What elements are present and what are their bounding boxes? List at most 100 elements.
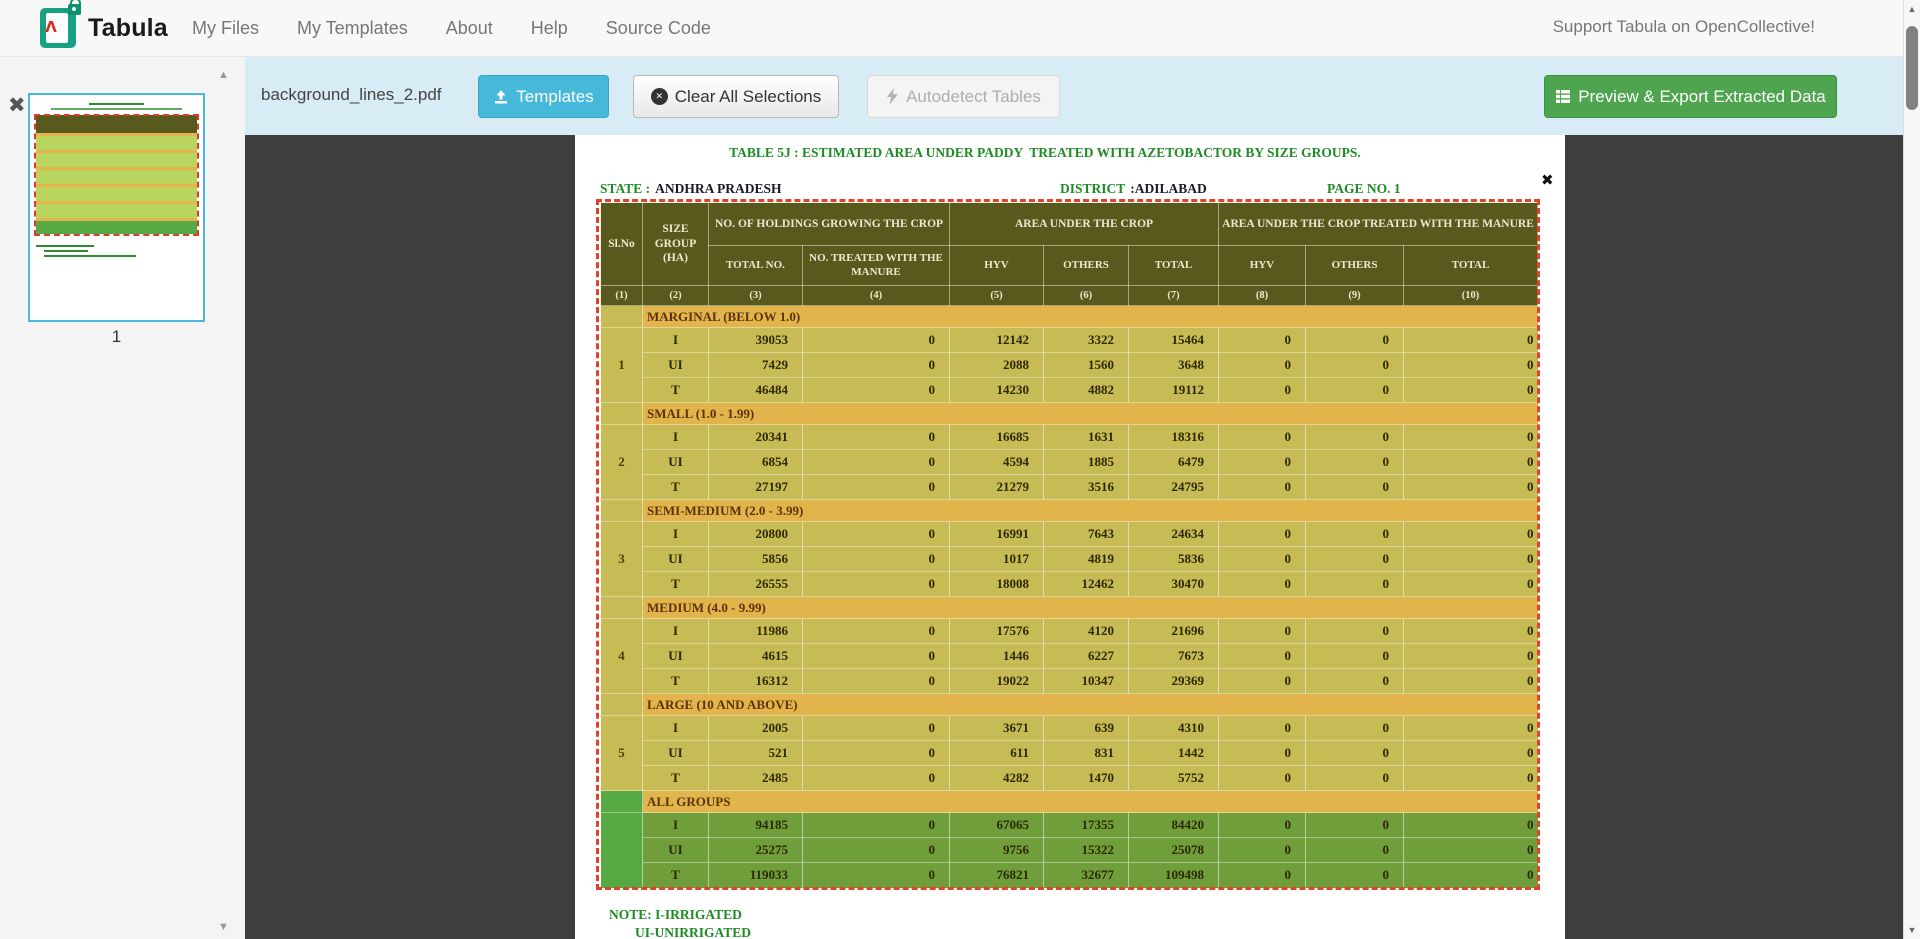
thumbnail-sidebar: ▲ ✖ 1 ▼ xyxy=(0,57,245,939)
support-link[interactable]: Support Tabula on OpenCollective! xyxy=(1552,17,1815,36)
section-slno: 2 xyxy=(600,424,643,500)
clear-all-selections-button[interactable]: ✕ Clear All Selections xyxy=(633,75,839,118)
remove-selection-icon[interactable]: ✖ xyxy=(1541,171,1554,189)
table-cell: 0 xyxy=(801,618,950,644)
row-category: UI xyxy=(642,740,709,766)
table-cell: 0 xyxy=(801,837,950,863)
sub-header-6: OTHERS xyxy=(1305,245,1405,286)
page-thumbnail[interactable] xyxy=(28,93,205,322)
remove-page-icon[interactable]: ✖ xyxy=(8,94,26,117)
row-category: T xyxy=(642,377,709,403)
group-header-2: AREA UNDER THE CROP TREATED WITH THE MAN… xyxy=(1218,202,1539,246)
table-cell: 3516 xyxy=(1043,474,1129,500)
table-row: 4 I 11986 0 17576 4120 21696 0 0 0 xyxy=(600,618,1538,694)
tabula-logo-icon: Λ xyxy=(40,0,81,48)
table-row: 3 I 20800 0 16991 7643 24634 0 0 0 xyxy=(600,521,1538,597)
page-number-label: 1 xyxy=(111,327,122,346)
section-slno: 3 xyxy=(600,521,643,597)
row-category: T xyxy=(642,474,709,500)
table-cell: 0 xyxy=(1218,668,1306,694)
table-cell: 0 xyxy=(1305,571,1404,597)
templates-button[interactable]: Templates xyxy=(478,75,609,118)
table-cell: 1442 xyxy=(1128,740,1219,766)
thumb-subtitle-line xyxy=(50,108,183,110)
pdf-mark-icon: Λ xyxy=(45,18,57,36)
table-cell: 0 xyxy=(801,668,950,694)
table-row: 2 I 20341 0 16685 1631 18316 0 0 0 xyxy=(600,424,1538,500)
sidebar-scroll-up-icon[interactable]: ▲ xyxy=(218,69,229,81)
table-cell: 0 xyxy=(801,546,950,572)
preview-export-button[interactable]: Preview & Export Extracted Data xyxy=(1544,75,1837,118)
table-cell: 0 xyxy=(1403,837,1538,863)
table-cell: 0 xyxy=(1218,765,1306,791)
row-category: I xyxy=(642,812,709,838)
nav-item-source-code[interactable]: Source Code xyxy=(605,18,711,38)
page-no-label: PAGE NO. 1 xyxy=(1327,181,1401,196)
table-cell: 0 xyxy=(801,765,950,791)
section-slno-spacer xyxy=(600,402,643,425)
table-cell: 1446 xyxy=(949,643,1044,669)
section-label: ALL GROUPS xyxy=(641,790,1538,813)
sidebar-scroll-down-icon[interactable]: ▼ xyxy=(218,921,229,933)
table-cell: 0 xyxy=(1218,352,1306,378)
scrollbar-thumb[interactable] xyxy=(1906,26,1918,110)
state-label: STATE : xyxy=(600,181,651,196)
table-cell: 0 xyxy=(1218,377,1306,403)
table-cell: 0 xyxy=(801,715,950,741)
table-cell: 1470 xyxy=(1043,765,1129,791)
nav-item-help[interactable]: Help xyxy=(530,18,568,38)
table-cell: 0 xyxy=(801,424,950,450)
table-cell: 0 xyxy=(1218,643,1306,669)
table-row: T 27197 0 21279 3516 24795 0 0 0 xyxy=(601,474,1538,500)
table-cell: 0 xyxy=(1218,837,1306,863)
table-cell: 0 xyxy=(1305,668,1404,694)
nav-item-my-files[interactable]: My Files xyxy=(192,18,259,38)
table-cell: 0 xyxy=(1403,812,1538,838)
nav-item-about[interactable]: About xyxy=(445,18,493,38)
thumb-title-line xyxy=(88,103,145,105)
table-cell: 0 xyxy=(1218,740,1306,766)
scroll-down-arrow-icon[interactable]: ▼ xyxy=(1907,925,1917,935)
table-cell: 0 xyxy=(1403,546,1538,572)
thumb-note-line xyxy=(36,245,94,247)
table-cell: 611 xyxy=(949,740,1044,766)
column-number-1: (2) xyxy=(642,285,709,306)
row-category: UI xyxy=(642,352,709,378)
table-cell: 4120 xyxy=(1043,618,1129,644)
nav-item-my-templates[interactable]: My Templates xyxy=(297,18,408,38)
table-cell: 0 xyxy=(1305,837,1404,863)
district-line: DISTRICT:ADILABAD xyxy=(1060,181,1207,197)
thumb-table-preview xyxy=(36,115,197,234)
table-cell: 639 xyxy=(1043,715,1129,741)
table-cell: 4882 xyxy=(1043,377,1129,403)
autodetect-tables-button[interactable]: Autodetect Tables xyxy=(867,75,1060,118)
main-scrollbar[interactable]: ▲ ▼ xyxy=(1903,0,1920,939)
table-cell: 0 xyxy=(1403,327,1538,353)
table-cell: 12142 xyxy=(949,327,1044,353)
table-cell: 25078 xyxy=(1128,837,1219,863)
table-cell: 109498 xyxy=(1128,862,1219,888)
lock-icon xyxy=(68,0,81,15)
section-label: LARGE (10 AND ABOVE) xyxy=(641,693,1538,716)
nav-menu: My Files My Templates About Help Source … xyxy=(192,0,711,57)
table-row: T 26555 0 18008 12462 30470 0 0 0 xyxy=(601,571,1538,597)
table-cell: 4310 xyxy=(1128,715,1219,741)
table-cell: 3671 xyxy=(949,715,1044,741)
table-cell: 19112 xyxy=(1128,377,1219,403)
table-cell: 0 xyxy=(1218,571,1306,597)
table-cell: 46484 xyxy=(708,377,803,403)
district-label: DISTRICT xyxy=(1060,181,1126,196)
scroll-up-arrow-icon[interactable]: ▲ xyxy=(1907,4,1917,14)
document-title: TABLE 5J : ESTIMATED AREA UNDER PADDY TR… xyxy=(729,145,1361,160)
thumb-table-header xyxy=(36,115,197,133)
section-slno xyxy=(600,812,643,888)
column-number-3: (4) xyxy=(801,285,951,306)
pdf-table: Sl.No SIZE GROUP (HA) NO. OF HOLDINGS GROW… xyxy=(600,202,1539,888)
pdf-page-canvas[interactable]: TABLE 5J : ESTIMATED AREA UNDER PADDY TR… xyxy=(575,135,1565,939)
table-cell: 0 xyxy=(1218,618,1306,644)
table-cell: 84420 xyxy=(1128,812,1219,838)
table-cell: 1560 xyxy=(1043,352,1129,378)
table-cell: 0 xyxy=(1403,862,1538,888)
section-label: MARGINAL (BELOW 1.0) xyxy=(641,305,1538,328)
brand[interactable]: Λ Tabula xyxy=(40,0,168,48)
